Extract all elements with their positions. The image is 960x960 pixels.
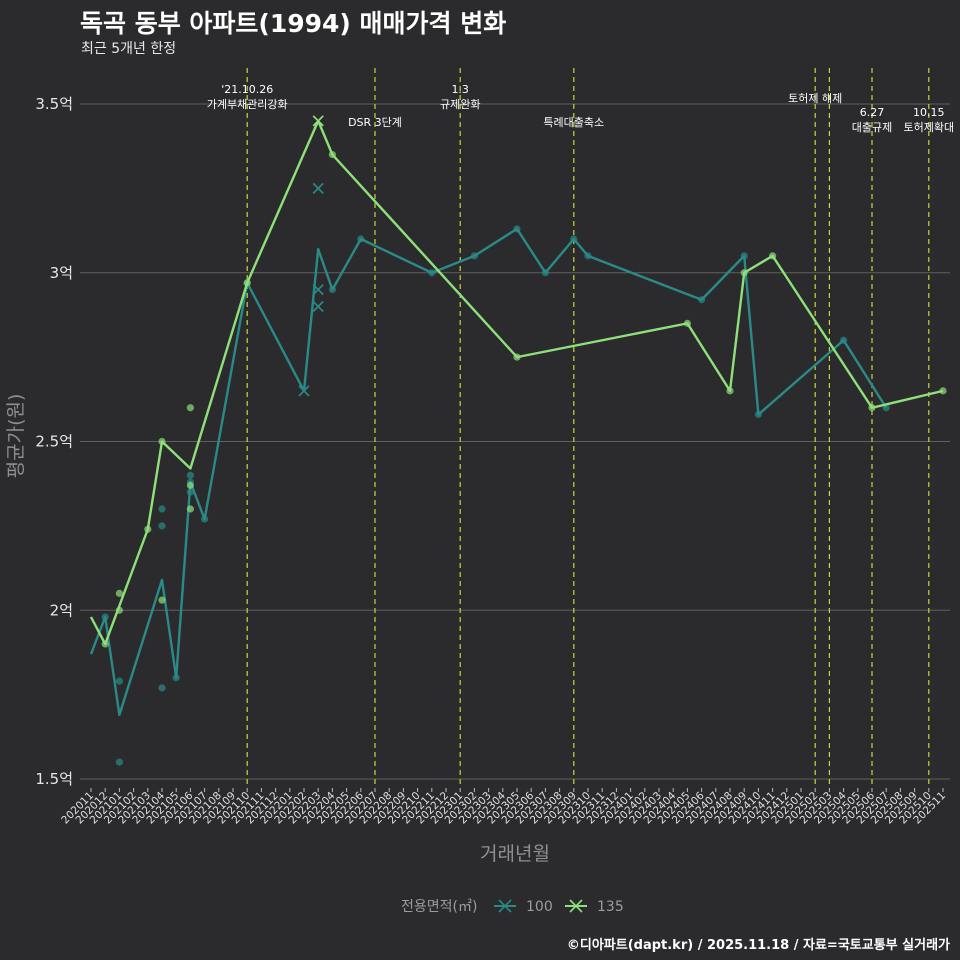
legend-label-135: 135 (597, 899, 624, 915)
data-point (740, 252, 748, 260)
data-point-cross (312, 284, 324, 296)
y-axis-title: 평균가(원) (5, 394, 27, 479)
data-point (144, 525, 152, 533)
data-point (158, 596, 166, 604)
y-tick-label: 1.5억 (35, 770, 73, 788)
event-label: 10.15 (913, 106, 945, 119)
y-tick-label: 3억 (50, 264, 73, 282)
legend-key-135 (565, 899, 587, 913)
event-label: DSR 3단계 (348, 116, 402, 129)
data-point (186, 471, 194, 479)
data-point (158, 505, 166, 513)
y-tick-label: 2.5억 (35, 433, 73, 451)
data-point (158, 437, 166, 446)
legend-key-100 (494, 899, 516, 913)
data-point (683, 319, 692, 327)
data-point (726, 387, 734, 395)
data-point-cross (312, 115, 324, 127)
data-point (186, 505, 194, 513)
data-point (428, 269, 436, 277)
x-axis-title: 거래년월 (480, 843, 550, 865)
y-tick-label: 2억 (50, 601, 73, 619)
data-point (172, 674, 180, 682)
data-point (101, 613, 109, 621)
data-point (186, 481, 194, 489)
gridlines (80, 103, 950, 780)
event-label: 토허제확대 (903, 121, 954, 134)
data-point (740, 269, 748, 277)
data-point (840, 336, 848, 344)
data-point (186, 488, 194, 496)
event-label: 가계부채관리강화 (207, 98, 288, 111)
series-100 (89, 182, 890, 766)
data-point-cross (312, 300, 324, 313)
event-label: 6.27 (860, 106, 885, 119)
data-point (868, 404, 876, 412)
data-point (570, 235, 578, 243)
x-axis: 2020112020122021012021022021032021042021… (59, 788, 948, 826)
legend: 전용면적(㎡) 100 135 (401, 899, 624, 915)
data-point-cross (298, 385, 310, 397)
series-line-100 (89, 227, 888, 717)
chart-title: 독곡 동부 아파트(1994) 매매가격 변화 (80, 9, 507, 38)
data-point (243, 279, 251, 287)
data-point (115, 677, 123, 685)
data-point (698, 296, 706, 304)
data-point (201, 515, 209, 523)
data-point (541, 269, 550, 277)
event-label: '21.10.26 (221, 83, 273, 96)
event-label: 특례대출축소 (543, 116, 604, 129)
source-caption: ©디아파트(dapt.kr) / 2025.11.18 / 자료=국토교통부 실… (566, 938, 950, 953)
event-label: 1.3 (451, 83, 469, 96)
data-point (470, 252, 478, 260)
event-label: 토허제 해제 (788, 91, 842, 105)
y-tick-label: 3.5억 (35, 95, 73, 113)
data-point (513, 225, 521, 233)
y-axis: 1.5억 2억 2.5억 3억 3.5억 (35, 95, 73, 788)
data-point (186, 404, 194, 412)
data-point (115, 606, 123, 614)
event-label: 대출규제 (852, 121, 892, 134)
data-point (101, 640, 109, 648)
data-point (115, 758, 123, 766)
data-point (158, 522, 166, 530)
data-point (584, 252, 592, 260)
data-point (357, 235, 365, 243)
data-point (754, 410, 763, 419)
event-label: 규제완화 (440, 98, 480, 111)
data-point (115, 589, 123, 597)
data-point (769, 252, 777, 260)
data-point (513, 353, 521, 361)
chart-subtitle: 최근 5개년 한정 (81, 41, 177, 57)
series-135 (89, 115, 947, 648)
data-point (328, 286, 336, 294)
legend-title: 전용면적(㎡) (401, 899, 477, 915)
legend-label-100: 100 (526, 899, 553, 915)
data-point-cross (312, 182, 324, 194)
data-point (939, 387, 947, 395)
data-point (158, 684, 166, 692)
data-point (328, 151, 336, 159)
